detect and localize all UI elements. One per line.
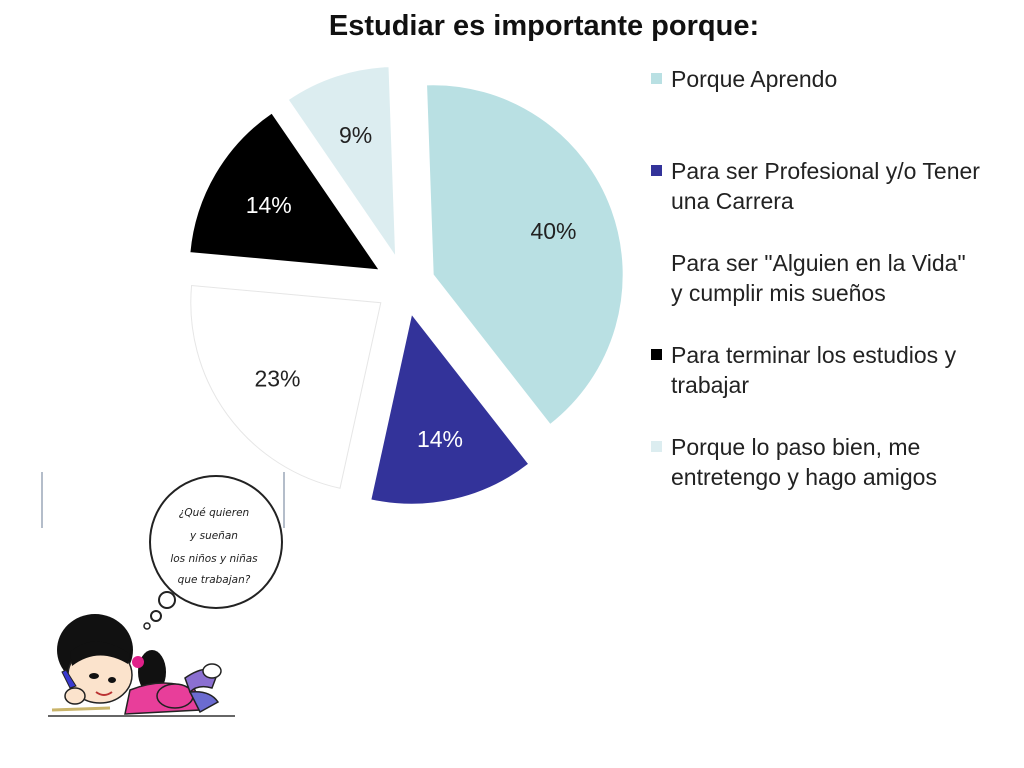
legend-label: Para ser "Alguien en la Vida" y cumplir … (671, 250, 966, 306)
pie-slice-1 (426, 84, 624, 426)
bubble-line-3: los niños y niñas (170, 553, 258, 565)
slice-data-label-4: 14% (246, 192, 292, 218)
legend-swatch (651, 349, 662, 360)
legend-swatch (651, 165, 662, 176)
legend-swatch (651, 73, 662, 84)
thought-bubble (149, 475, 283, 609)
pie-slice-3 (190, 284, 382, 489)
thought-dot-large (158, 591, 176, 609)
thought-dot-medium (150, 610, 162, 622)
bubble-line-1: ¿Qué quieren (179, 507, 249, 519)
bubble-line-4: que trabajan? (178, 574, 251, 586)
girl-character (48, 614, 235, 717)
cartoon-illustration: ¿Qué quieren y sueñan los niños y niñas … (41, 472, 285, 717)
pie-slice-4 (189, 112, 381, 271)
legend-label: Porque lo paso bien, me entretengo y hag… (671, 434, 937, 490)
legend-swatch (651, 441, 662, 452)
pie-chart: 40% 14% 23% 14% 9% (189, 66, 624, 505)
legend-label: Para ser Profesional y/o Tener una Carre… (671, 158, 980, 214)
slice-data-label-3: 23% (254, 365, 300, 391)
slice-data-label-1: 40% (530, 218, 576, 244)
legend-label: Porque Aprendo (671, 66, 838, 92)
slice-data-label-2: 14% (417, 426, 463, 452)
pie-slice-2 (370, 313, 530, 505)
legend-swatch (651, 257, 662, 268)
chart-title: Estudiar es importante porque: (328, 10, 760, 42)
legend-label: Para terminar los estudios y trabajar (671, 342, 957, 398)
thought-dot-small (143, 622, 151, 630)
pie-slice-5 (287, 66, 397, 259)
slice-data-label-5: 9% (339, 122, 372, 148)
bubble-line-2: y sueñan (189, 530, 238, 542)
